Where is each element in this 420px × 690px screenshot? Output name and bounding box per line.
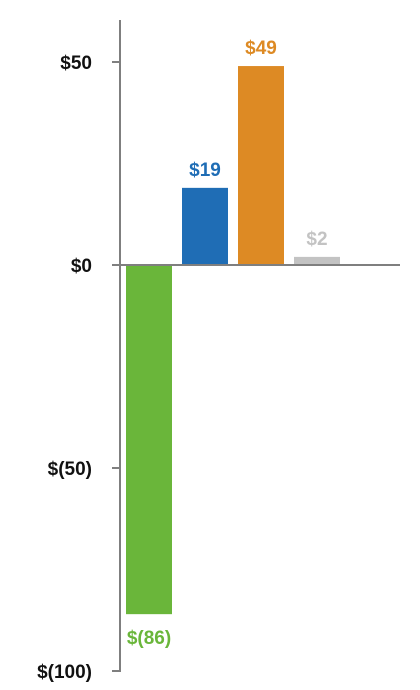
bar-value-label: $19 (189, 160, 221, 181)
bars-group (126, 66, 340, 615)
bar (126, 265, 172, 615)
bar-value-label: $49 (245, 38, 277, 59)
y-tick-label: $(100) (37, 662, 92, 683)
bar (182, 187, 228, 265)
bar (294, 256, 340, 265)
y-tick-label: $(50) (48, 459, 92, 480)
bar-value-label: $(86) (127, 628, 171, 649)
bar (238, 66, 284, 265)
data-labels: $(86) $19 $49 $2 (127, 38, 328, 649)
y-tick-label: $50 (60, 53, 92, 74)
y-tick-label: $0 (71, 256, 92, 277)
y-axis-ticks: $50 $0 $(50) $(100) (37, 53, 120, 683)
bar-value-label: $2 (306, 229, 327, 250)
